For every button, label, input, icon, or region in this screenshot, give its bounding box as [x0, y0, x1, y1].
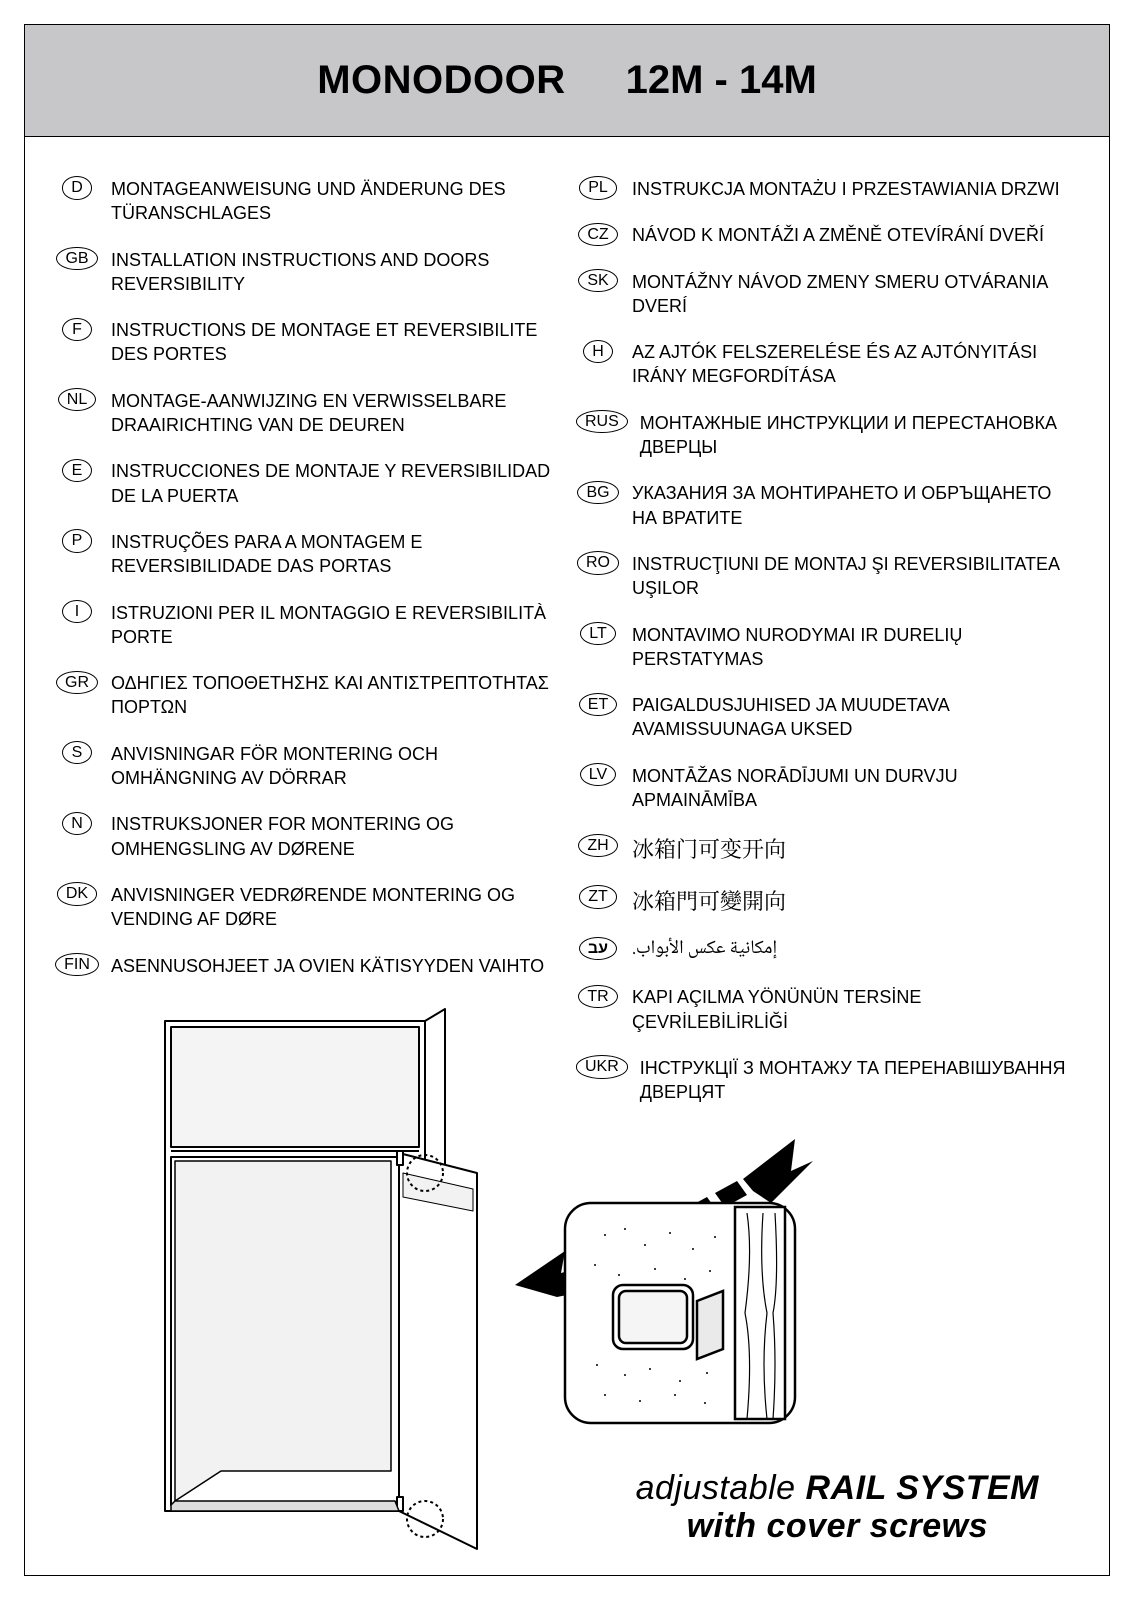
language-text: AZ AJTÓK FELSZERELÉSE ÉS AZ AJTÓNYITÁSI …	[632, 338, 1079, 389]
language-code: S	[55, 740, 99, 766]
column-right: PL INSTRUKCJA MONTAŻU I PRZESTAWIANIA DRZ…	[576, 175, 1079, 1125]
language-item: ZH 冰箱门可变开向	[576, 832, 1079, 864]
language-item: DK ANVISNINGER VEDRØRENDE MONTERING OG VE…	[55, 881, 558, 932]
caption-adjustable: adjustable	[636, 1469, 796, 1507]
language-code: ET	[576, 691, 620, 717]
language-text: ANVISNINGAR FÖR MONTERING OCH OMHÄNGNING…	[111, 740, 558, 791]
illustration-area: adjustable RAIL SYSTEM with cover screws	[55, 1125, 1079, 1555]
language-code: F	[55, 316, 99, 342]
language-code: BG	[576, 479, 620, 505]
language-code: GB	[55, 246, 99, 272]
caption-rail-system: RAIL SYSTEM	[796, 1469, 1039, 1507]
language-item: H AZ AJTÓK FELSZERELÉSE ÉS AZ AJTÓNYITÁSI…	[576, 338, 1079, 389]
language-code: PL	[576, 175, 620, 201]
language-text: INSTRUKCJA MONTAŻU I PRZESTAWIANIA DRZWI	[632, 175, 1060, 201]
language-code: RUS	[576, 409, 628, 435]
language-item: LT MONTAVIMO NURODYMAI IR DURELIŲ PERSTAT…	[576, 621, 1079, 672]
language-code: UKR	[576, 1054, 628, 1080]
language-code: E	[55, 457, 99, 483]
language-item: N INSTRUKSJONER FOR MONTERING OG OMHENGSL…	[55, 810, 558, 861]
language-item: I ISTRUZIONI PER IL MONTAGGIO E REVERSIBI…	[55, 599, 558, 650]
language-item: TR KAPI AÇILMA YÖNÜNÜN TERSİNE ÇEVRİLEBİL…	[576, 983, 1079, 1034]
language-code: P	[55, 528, 99, 554]
language-code: DK	[55, 881, 99, 907]
language-text: УКАЗАНИЯ ЗА МОНТИРАНЕТО И ОБРЪЩАНЕТО НА …	[632, 479, 1079, 530]
language-item: RO INSTRUCŢIUNI DE MONTAJ ŞI REVERSIBILIT…	[576, 550, 1079, 601]
language-item: UKR ІНСТРУКЦІЇ З МОНТАЖУ ТА ПЕРЕНАВІШУВАН…	[576, 1054, 1079, 1105]
language-text: 冰箱门可变开向	[632, 832, 786, 864]
language-text: MONTAGEANWEISUNG UND ÄNDERUNG DES TÜRANS…	[111, 175, 558, 226]
language-item: RUS МОНТАЖНЫЕ ИНСТРУКЦИИ И ПЕРЕСТАНОВКА Д…	[576, 409, 1079, 460]
language-text: МОНТАЖНЫЕ ИНСТРУКЦИИ И ПЕРЕСТАНОВКА ДВЕР…	[640, 409, 1079, 460]
language-item: LV MONTĀŽAS NORĀDĪJUMI UN DURVJU APMAINĀM…	[576, 762, 1079, 813]
language-text: MONTAVIMO NURODYMAI IR DURELIŲ PERSTATYM…	[632, 621, 1079, 672]
language-item: S ANVISNINGAR FÖR MONTERING OCH OMHÄNGNIN…	[55, 740, 558, 791]
language-code: עב	[576, 936, 620, 962]
language-item: GB INSTALLATION INSTRUCTIONS AND DOORS RE…	[55, 246, 558, 297]
language-item: ET PAIGALDUSJUHISED JA MUUDETAVA AVAMISSU…	[576, 691, 1079, 742]
language-text: INSTRUÇÕES PARA A MONTAGEM E REVERSIBILI…	[111, 528, 558, 579]
language-text: INSTRUCTIONS DE MONTAGE ET REVERSIBILITE…	[111, 316, 558, 367]
language-text: ASENNUSOHJEET JA OVIEN KÄTISYYDEN VAIHTO	[111, 952, 544, 978]
language-code: LV	[576, 762, 620, 788]
language-code: ZH	[576, 832, 620, 858]
language-text: INSTRUCCIONES DE MONTAJE Y REVERSIBILIDA…	[111, 457, 558, 508]
language-item: PL INSTRUKCJA MONTAŻU I PRZESTAWIANIA DRZ…	[576, 175, 1079, 201]
language-text: ІНСТРУКЦІЇ З МОНТАЖУ ТА ПЕРЕНАВІШУВАННЯ …	[640, 1054, 1079, 1105]
language-item: CZ NÁVOD K MONTÁŽI A ZMĚNĚ OTEVÍRÁNÍ DVEŘ…	[576, 221, 1079, 247]
language-text: MONTÁŽNY NÁVOD ZMENY SMERU OTVÁRANIA DVE…	[632, 268, 1079, 319]
language-text: INSTALLATION INSTRUCTIONS AND DOORS REVE…	[111, 246, 558, 297]
language-item: ZT 冰箱門可變開向	[576, 884, 1079, 916]
language-item: E INSTRUCCIONES DE MONTAJE Y REVERSIBILID…	[55, 457, 558, 508]
language-item: עב إمكانية عكس الأبواب.	[576, 936, 1079, 964]
language-item: BG УКАЗАНИЯ ЗА МОНТИРАНЕТО И ОБРЪЩАНЕТО Н…	[576, 479, 1079, 530]
language-text: ANVISNINGER VEDRØRENDE MONTERING OG VEND…	[111, 881, 558, 932]
language-item: GR ΟΔΗΓΙΕΣ ΤΟΠΟΘΕΤΗΣΗΣ ΚΑΙ ΑΝΤΙΣΤΡΕΠΤΟΤΗΤ…	[55, 669, 558, 720]
language-item: FIN ASENNUSOHJEET JA OVIEN KÄTISYYDEN VAI…	[55, 952, 558, 978]
title-right: 12M - 14M	[626, 58, 817, 103]
language-code: ZT	[576, 884, 620, 910]
caption: adjustable RAIL SYSTEM with cover screws	[636, 1470, 1039, 1545]
detail-illustration	[495, 1125, 825, 1435]
language-text: ISTRUZIONI PER IL MONTAGGIO E REVERSIBIL…	[111, 599, 558, 650]
language-code: TR	[576, 983, 620, 1009]
fridge-illustration	[125, 1001, 485, 1561]
language-item: SK MONTÁŽNY NÁVOD ZMENY SMERU OTVÁRANIA D…	[576, 268, 1079, 319]
language-code: RO	[576, 550, 620, 576]
language-text: NÁVOD K MONTÁŽI A ZMĚNĚ OTEVÍRÁNÍ DVEŘÍ	[632, 221, 1044, 247]
language-item: D MONTAGEANWEISUNG UND ÄNDERUNG DES TÜRAN…	[55, 175, 558, 226]
language-item: F INSTRUCTIONS DE MONTAGE ET REVERSIBILIT…	[55, 316, 558, 367]
language-text: MONTAGE-AANWIJZING EN VERWISSELBARE DRAA…	[111, 387, 558, 438]
language-text: MONTĀŽAS NORĀDĪJUMI UN DURVJU APMAINĀMĪB…	[632, 762, 1079, 813]
language-code: FIN	[55, 952, 99, 978]
language-code: GR	[55, 669, 99, 695]
header: MONODOOR 12M - 14M	[25, 25, 1109, 137]
language-text: KAPI AÇILMA YÖNÜNÜN TERSİNE ÇEVRİLEBİLİR…	[632, 983, 1079, 1034]
title-left: MONODOOR	[317, 58, 565, 103]
language-code: H	[576, 338, 620, 364]
language-code: I	[55, 599, 99, 625]
language-code: NL	[55, 387, 99, 413]
document-outer: MONODOOR 12M - 14M D MONTAGEANWEISUNG UND…	[24, 24, 1110, 1576]
caption-line2: with cover screws	[636, 1508, 1039, 1545]
language-code: CZ	[576, 221, 620, 247]
language-lists: D MONTAGEANWEISUNG UND ÄNDERUNG DES TÜRAN…	[55, 175, 1079, 1125]
language-item: P INSTRUÇÕES PARA A MONTAGEM E REVERSIBIL…	[55, 528, 558, 579]
language-text: إمكانية عكس الأبواب.	[632, 936, 777, 964]
language-text: ΟΔΗΓΙΕΣ ΤΟΠΟΘΕΤΗΣΗΣ ΚΑΙ ΑΝΤΙΣΤΡΕΠΤΟΤΗΤΑΣ…	[111, 669, 558, 720]
language-text: INSTRUKSJONER FOR MONTERING OG OMHENGSLI…	[111, 810, 558, 861]
content: D MONTAGEANWEISUNG UND ÄNDERUNG DES TÜRAN…	[25, 137, 1109, 1575]
language-code: LT	[576, 621, 620, 647]
language-text: INSTRUCŢIUNI DE MONTAJ ŞI REVERSIBILITAT…	[632, 550, 1079, 601]
language-item: NL MONTAGE-AANWIJZING EN VERWISSELBARE DR…	[55, 387, 558, 438]
language-text: PAIGALDUSJUHISED JA MUUDETAVA AVAMISSUUN…	[632, 691, 1079, 742]
column-left: D MONTAGEANWEISUNG UND ÄNDERUNG DES TÜRAN…	[55, 175, 558, 1125]
language-code: SK	[576, 268, 620, 294]
language-code: N	[55, 810, 99, 836]
language-code: D	[55, 175, 99, 201]
language-text: 冰箱門可變開向	[632, 884, 786, 916]
